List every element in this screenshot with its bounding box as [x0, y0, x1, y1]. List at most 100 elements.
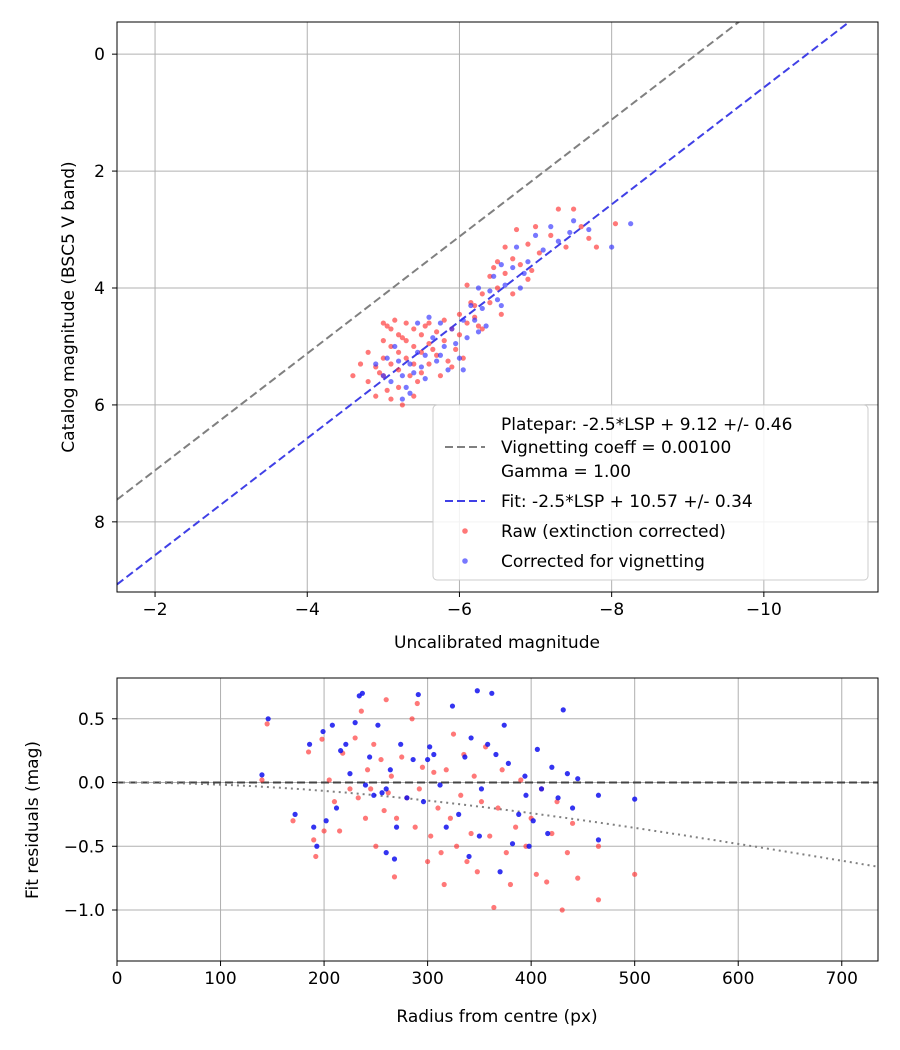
raw-residual-point [414, 700, 420, 707]
vignetting-curve [117, 781, 878, 868]
corrected-point [403, 384, 409, 390]
corrected-point [479, 305, 485, 312]
raw-residual-point [399, 754, 405, 760]
raw-point [456, 332, 463, 338]
corrected-point [498, 302, 504, 309]
corrected-residual-point [314, 843, 320, 849]
raw-point [571, 206, 577, 212]
raw-point [472, 302, 478, 309]
raw-point [380, 338, 386, 344]
raw-residual-point [507, 881, 514, 888]
bottom-ylabel: Fit residuals (mag) [23, 741, 43, 899]
raw-residual-point [487, 833, 493, 839]
corrected-residual-point [560, 707, 566, 713]
raw-point [357, 361, 364, 367]
raw-point [593, 244, 600, 250]
raw-point [612, 221, 619, 227]
corrected-point [525, 259, 531, 265]
raw-point [426, 340, 432, 347]
corrected-residual-point [476, 833, 482, 839]
corrected-residual-point [383, 850, 389, 856]
raw-residual-point [416, 786, 422, 792]
corrected-residual-point [595, 837, 602, 843]
raw-point [434, 352, 440, 358]
corrected-point [468, 302, 474, 309]
top-plot-frame [116, 21, 879, 593]
bottom-y-tick-label: 0.5 [78, 710, 105, 730]
corrected-point [464, 335, 470, 341]
legend-corrected-label: Corrected for vignetting [501, 552, 705, 572]
raw-point [376, 370, 383, 376]
corrected-point [513, 244, 520, 250]
corrected-point [407, 390, 413, 396]
bottom-ticks: 0 100 200 300 400 500 600 700 0.5 0.0 −0.5 −1.0 [64, 710, 858, 989]
corrected-point [380, 373, 386, 379]
raw-residual-point [443, 767, 449, 773]
corrected-residual-point [516, 811, 522, 818]
raw-residual-point [454, 843, 460, 849]
raw-point [487, 273, 493, 279]
raw-point [418, 332, 424, 338]
bottom-xlabel: Radius from centre (px) [396, 1007, 597, 1027]
raw-residual-point [474, 869, 480, 875]
top-x-tick-label: −6 [447, 600, 472, 620]
corrected-point [567, 229, 573, 236]
corrected-point [414, 320, 421, 326]
raw-residual-point [491, 904, 497, 911]
raw-point [403, 355, 409, 361]
bottom-reference-lines [117, 781, 878, 868]
legend-platepar-line-1: Platepar: -2.5*LSP + 9.12 +/- 0.46 [501, 415, 792, 435]
raw-residual-point [632, 871, 638, 877]
raw-point [548, 232, 554, 238]
corrected-point [586, 226, 592, 233]
raw-residual-point [321, 828, 327, 834]
raw-point [403, 320, 409, 326]
raw-residual-point [450, 731, 457, 737]
corrected-residual-point [362, 782, 369, 788]
corrected-point [445, 367, 451, 373]
corrected-point [555, 238, 561, 244]
raw-point [491, 264, 497, 271]
bottom-x-tick-label: 100 [204, 969, 236, 989]
corrected-point [483, 323, 489, 329]
raw-point [494, 285, 501, 291]
raw-residual-point [364, 767, 371, 773]
legend-raw-swatch [462, 528, 468, 534]
raw-point [449, 364, 455, 370]
raw-residual-point [464, 858, 470, 865]
raw-residual-point [385, 790, 391, 796]
corrected-residual-point [371, 792, 377, 798]
corrected-residual-point [538, 786, 545, 792]
corrected-residual-point [468, 735, 474, 741]
raw-point [456, 311, 463, 317]
bottom-x-tick-label: 500 [618, 969, 650, 989]
raw-residual-point [503, 850, 509, 856]
raw-point [441, 317, 447, 323]
raw-point [494, 259, 501, 265]
corrected-residual-point [343, 741, 349, 747]
raw-point [536, 250, 542, 256]
raw-point [388, 361, 394, 367]
top-xlabel: Uncalibrated magnitude [394, 633, 600, 653]
top-ylabel: Catalog magnitude (BSC5 V band) [59, 161, 79, 452]
raw-residual-point [559, 907, 565, 913]
corrected-residual-point [311, 824, 317, 830]
corrected-residual-point [505, 760, 511, 767]
raw-residual-point [391, 874, 398, 880]
raw-point [487, 300, 493, 306]
corrected-residual-point [306, 741, 313, 747]
bottom-x-tick-label: 200 [308, 969, 340, 989]
corrected-residual-point [522, 773, 528, 779]
raw-point [411, 393, 417, 399]
raw-point [399, 402, 405, 408]
corrected-residual-point [449, 703, 456, 709]
corrected-residual-point [347, 771, 353, 777]
raw-residual-point [358, 708, 364, 714]
raw-residual-point [441, 881, 447, 888]
legend: Platepar: -2.5*LSP + 9.12 +/- 0.46 Vigne… [432, 404, 869, 581]
legend-platepar-line-3: Gamma = 1.00 [501, 462, 631, 482]
corrected-residual-point [367, 754, 373, 760]
bottom-x-tick-label: 300 [411, 969, 443, 989]
corrected-point [384, 355, 390, 361]
